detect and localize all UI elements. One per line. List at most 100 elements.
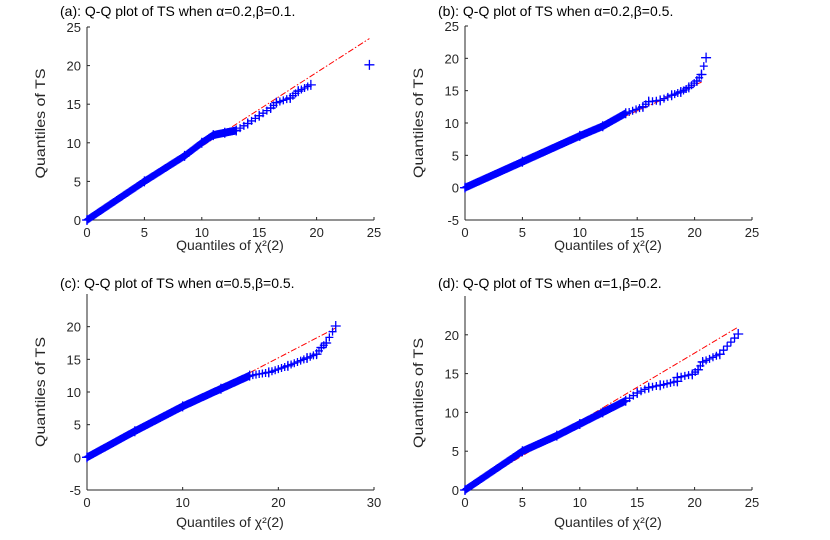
y-tick-label: 5: [74, 418, 81, 433]
data-point: [684, 371, 693, 380]
x-tick-label: 20: [687, 225, 701, 240]
data-point: [597, 121, 608, 132]
data-point: [551, 430, 562, 441]
data-point: [699, 62, 708, 71]
data-point: [659, 94, 668, 103]
y-tick-label: 20: [445, 51, 459, 66]
data-point: [702, 356, 711, 365]
y-tick-label: -5: [447, 213, 459, 228]
x-axis-label: Quantiles of χ²(2): [176, 237, 284, 253]
y-tick-label: -5: [69, 483, 81, 498]
x-tick-label: 15: [252, 225, 266, 240]
data-point: [208, 130, 219, 141]
data-point: [719, 346, 728, 355]
data-point: [687, 369, 698, 380]
data-point: [285, 93, 296, 104]
data-point: [620, 395, 631, 406]
y-tick-label: 20: [67, 59, 81, 74]
data-point: [242, 118, 253, 129]
data-point: [305, 79, 316, 90]
x-tick-label: 10: [573, 225, 587, 240]
data-point: [730, 334, 739, 343]
data-point: [574, 130, 585, 141]
data-point: [517, 446, 528, 457]
data-point: [666, 90, 677, 101]
data-point: [263, 367, 274, 378]
y-tick-label: 25: [67, 20, 81, 35]
data-point: [723, 342, 732, 351]
data-point: [666, 378, 675, 387]
y-tick-label: 5: [74, 174, 81, 189]
y-tick-label: 20: [445, 328, 459, 343]
y-tick-label: 10: [445, 405, 459, 420]
data-point: [139, 176, 150, 187]
data-point: [364, 59, 375, 70]
data-point: [328, 327, 337, 336]
data-point: [517, 156, 528, 167]
data-point: [311, 349, 322, 360]
x-tick-label: 0: [461, 495, 468, 510]
data-point: [637, 387, 646, 396]
data-point: [637, 101, 648, 112]
data-point: [82, 452, 92, 463]
y-tick-label: 10: [445, 116, 459, 131]
data-point: [620, 108, 631, 119]
data-point: [697, 356, 708, 367]
subplot-title: (d): Q-Q plot of TS when α=1,β=0.2.: [438, 275, 662, 291]
y-tick-label: 15: [445, 367, 459, 382]
x-tick-label: 25: [367, 225, 381, 240]
data-point: [643, 382, 654, 393]
data-point: [302, 353, 313, 364]
x-tick-label: 25: [745, 225, 759, 240]
data-point: [231, 125, 242, 136]
x-tick-label: 0: [461, 225, 468, 240]
data-point: [271, 97, 282, 108]
data-point: [254, 110, 265, 121]
data-point: [648, 382, 657, 391]
data-point: [672, 372, 683, 383]
x-tick-label: 30: [367, 495, 381, 510]
y-tick-label: 0: [452, 181, 459, 196]
data-point: [279, 96, 288, 105]
data-point: [714, 349, 725, 360]
x-tick-label: 15: [630, 495, 644, 510]
data-point: [82, 215, 92, 225]
y-tick-label: 25: [445, 19, 459, 34]
data-point: [663, 379, 672, 388]
x-tick-label: 5: [519, 225, 526, 240]
data-point: [282, 360, 293, 371]
subplot-d: 0 5 10 15 20 25 0 5 10 15 20 (d): Q-Q plot of TS wh…: [410, 275, 759, 530]
data-point: [669, 378, 678, 387]
subplot-title: (c): Q-Q plot of TS when α=0.5,β=0.5.: [60, 275, 295, 291]
y-tick-label: 0: [74, 450, 81, 465]
y-tick-label: 10: [67, 136, 81, 151]
data-point: [640, 385, 649, 394]
data-point: [129, 426, 140, 437]
data-point: [726, 338, 735, 347]
y-tick-label: 15: [67, 352, 81, 367]
y-axis-label: Quantiles of TS: [32, 337, 48, 447]
data-point: [574, 419, 585, 430]
x-tick-label: 10: [195, 225, 209, 240]
y-axis-label: Quantiles of TS: [410, 68, 426, 178]
y-tick-label: 5: [452, 444, 459, 459]
reference-line: [86, 38, 370, 221]
data-point: [282, 95, 291, 104]
data-point: [683, 82, 694, 93]
x-tick-label: 5: [519, 495, 526, 510]
x-tick-label: 25: [745, 495, 759, 510]
x-axis-label: Quantiles of χ²(2): [554, 237, 662, 253]
data-point: [708, 353, 717, 362]
data-point: [460, 485, 470, 495]
data-point: [316, 342, 327, 353]
x-tick-label: 10: [175, 495, 189, 510]
x-tick-label: 0: [83, 495, 90, 510]
data-point: [705, 354, 714, 363]
data-point: [659, 380, 668, 389]
x-tick-label: 15: [630, 225, 644, 240]
data-point: [691, 75, 702, 86]
x-tick-label: 5: [141, 225, 148, 240]
y-tick-label: 0: [452, 483, 459, 498]
